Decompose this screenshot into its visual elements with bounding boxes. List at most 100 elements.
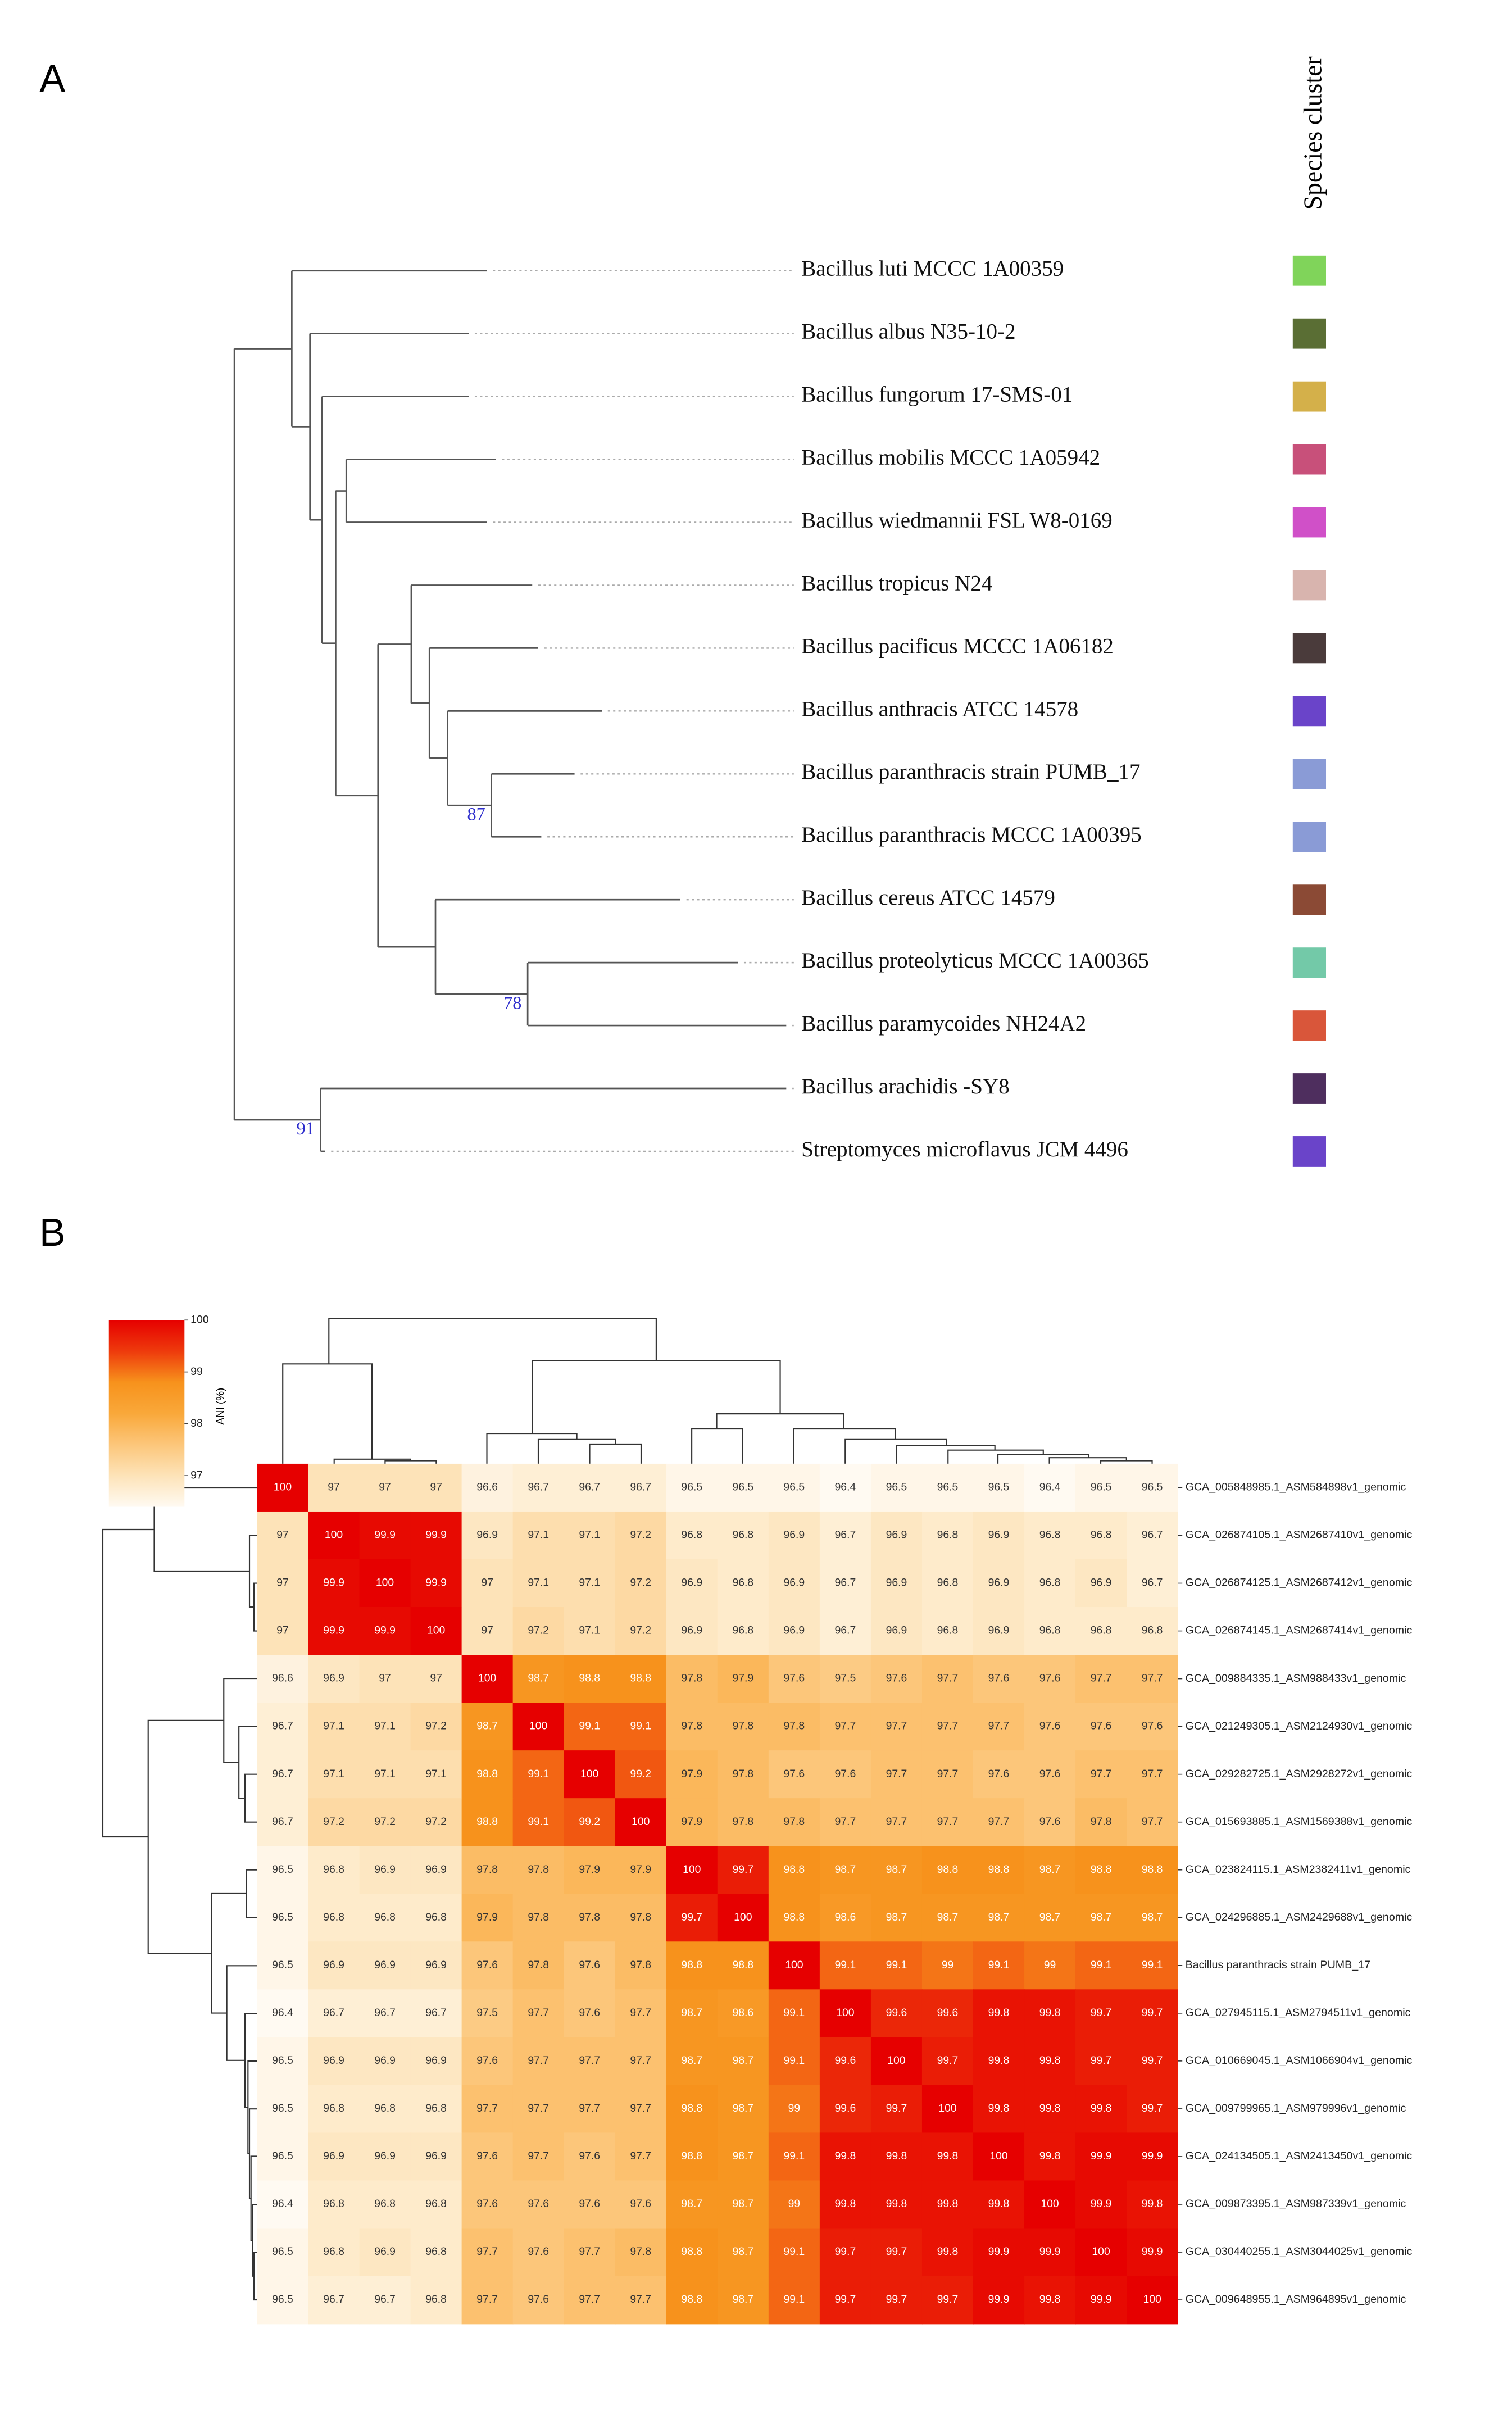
cell-label: 97.6 bbox=[579, 1959, 600, 1971]
cell-label: 99.1 bbox=[784, 2150, 805, 2162]
heatmap-cell bbox=[921, 2228, 974, 2277]
cell-label: 98.7 bbox=[476, 1720, 498, 1732]
heatmap-cell bbox=[308, 1703, 360, 1751]
cell-label: 96.9 bbox=[681, 1624, 702, 1637]
cell-label: 97.7 bbox=[1091, 1768, 1112, 1780]
heatmap-cell bbox=[1075, 1989, 1127, 2038]
heatmap-cell bbox=[257, 1846, 309, 1895]
heatmap-cell bbox=[359, 1703, 411, 1751]
heatmap-cell bbox=[410, 1655, 462, 1703]
cell-label: 99 bbox=[788, 2198, 801, 2210]
heatmap-cell bbox=[461, 2276, 514, 2325]
dendrogram-branch bbox=[211, 1892, 247, 2014]
cell-label: 96.7 bbox=[835, 1529, 856, 1541]
heatmap-cell bbox=[717, 1750, 769, 1799]
heatmap-cell bbox=[257, 1798, 309, 1847]
heatmap-cell bbox=[666, 1655, 718, 1703]
heatmap-cell bbox=[666, 2085, 718, 2134]
heatmap-cell bbox=[257, 1750, 309, 1799]
heatmap-cell bbox=[257, 1655, 309, 1703]
cell-label: 97.8 bbox=[528, 1863, 549, 1876]
heatmap-cell bbox=[564, 1941, 616, 1990]
cell-label: 96.7 bbox=[1142, 1577, 1163, 1589]
heatmap-cell bbox=[512, 2228, 565, 2277]
cell-label: 98.8 bbox=[681, 2102, 702, 2114]
heatmap-cell bbox=[870, 2180, 923, 2229]
cell-label: 96.7 bbox=[323, 2293, 344, 2305]
heatmap-cell bbox=[973, 1750, 1025, 1799]
heatmap-cell bbox=[308, 2180, 360, 2229]
cell-label: 99.7 bbox=[937, 2054, 959, 2067]
heatmap-cell bbox=[921, 1463, 974, 1512]
heatmap-cell bbox=[308, 1798, 360, 1847]
heatmap-cell bbox=[1075, 2037, 1127, 2086]
cell-label: 97.1 bbox=[528, 1529, 549, 1541]
cell-label: 96.9 bbox=[323, 1959, 344, 1971]
cell-label: 99.7 bbox=[1091, 2007, 1112, 2019]
dendrogram-branch bbox=[248, 1535, 257, 1608]
heatmap-cell bbox=[1075, 2276, 1127, 2325]
heatmap-cell bbox=[870, 1798, 923, 1847]
cell-label: 97.8 bbox=[630, 2245, 651, 2258]
cell-label: 99.6 bbox=[937, 2007, 959, 2019]
cell-label: 100 bbox=[427, 1624, 446, 1637]
cell-label: 98.7 bbox=[937, 1911, 959, 1923]
cell-label: 97.1 bbox=[374, 1768, 396, 1780]
cell-label: 97.8 bbox=[784, 1816, 805, 1828]
cell-label: 97.9 bbox=[476, 1911, 498, 1923]
row-label: GCA_010669045.1_ASM1066904v1_genomic bbox=[1186, 2054, 1413, 2067]
cell-label: 97.6 bbox=[988, 1672, 1010, 1685]
heatmap-cell bbox=[564, 1846, 616, 1895]
heatmap-cell bbox=[359, 1511, 411, 1560]
heatmap-cell bbox=[973, 1798, 1025, 1847]
heatmap-cell bbox=[768, 2228, 820, 2277]
heatmap-cell bbox=[1127, 1559, 1178, 1608]
heatmap-cell bbox=[461, 1894, 514, 1942]
dendrogram-branch bbox=[716, 1413, 844, 1429]
heatmap-cell bbox=[921, 1703, 974, 1751]
heatmap-cell bbox=[666, 2276, 718, 2325]
heatmap-cell bbox=[461, 1559, 514, 1608]
heatmap-cell bbox=[1127, 2180, 1178, 2229]
heatmap-cell bbox=[768, 2037, 820, 2086]
heatmap-cell bbox=[461, 1463, 514, 1512]
heatmap-cell bbox=[461, 2180, 514, 2229]
leaf-label: Bacillus paranthracis strain PUMB_17 bbox=[801, 760, 1140, 784]
cell-label: 99.8 bbox=[988, 2198, 1010, 2210]
cell-label: 98.8 bbox=[579, 1672, 600, 1685]
cell-label: 97.6 bbox=[784, 1768, 805, 1780]
cell-label: 99.9 bbox=[323, 1577, 344, 1589]
cell-label: 96.8 bbox=[1091, 1529, 1112, 1541]
heatmap-cell bbox=[461, 2085, 514, 2134]
cell-label: 97.7 bbox=[630, 2293, 651, 2305]
heatmap-cell bbox=[359, 1989, 411, 2038]
cell-label: 99.6 bbox=[835, 2102, 856, 2114]
heatmap-cell bbox=[359, 1941, 411, 1990]
cell-label: 96.7 bbox=[1142, 1529, 1163, 1541]
heatmap-cell bbox=[410, 2037, 462, 2086]
cell-label: 96.5 bbox=[1091, 1481, 1112, 1494]
heatmap-cell bbox=[1075, 1463, 1127, 1512]
heatmap-cell bbox=[1127, 1703, 1178, 1751]
heatmap-cell bbox=[308, 1750, 360, 1799]
heatmap-cell bbox=[973, 1655, 1025, 1703]
heatmap-cell bbox=[819, 1607, 871, 1655]
cell-label: 97 bbox=[328, 1481, 340, 1494]
cell-label: 97.8 bbox=[528, 1911, 549, 1923]
cell-label: 97.6 bbox=[476, 2054, 498, 2067]
cell-label: 97.7 bbox=[835, 1816, 856, 1828]
cell-label: 98.8 bbox=[937, 1863, 959, 1876]
leaf-label: Bacillus anthracis ATCC 14578 bbox=[801, 697, 1078, 721]
heatmap-cell bbox=[1127, 1798, 1178, 1847]
cell-label: 96.9 bbox=[886, 1624, 907, 1637]
cell-label: 99.8 bbox=[886, 2198, 907, 2210]
heatmap-cell bbox=[359, 1798, 411, 1847]
heatmap-cell bbox=[359, 2180, 411, 2229]
cell-label: 100 bbox=[478, 1672, 497, 1685]
cell-label: 97.7 bbox=[630, 2150, 651, 2162]
cell-label: 98.8 bbox=[476, 1816, 498, 1828]
cell-label: 96.8 bbox=[1091, 1624, 1112, 1637]
heatmap-cell bbox=[308, 2228, 360, 2277]
heatmap-cell bbox=[615, 1511, 667, 1560]
cell-label: 96.5 bbox=[272, 1959, 293, 1971]
